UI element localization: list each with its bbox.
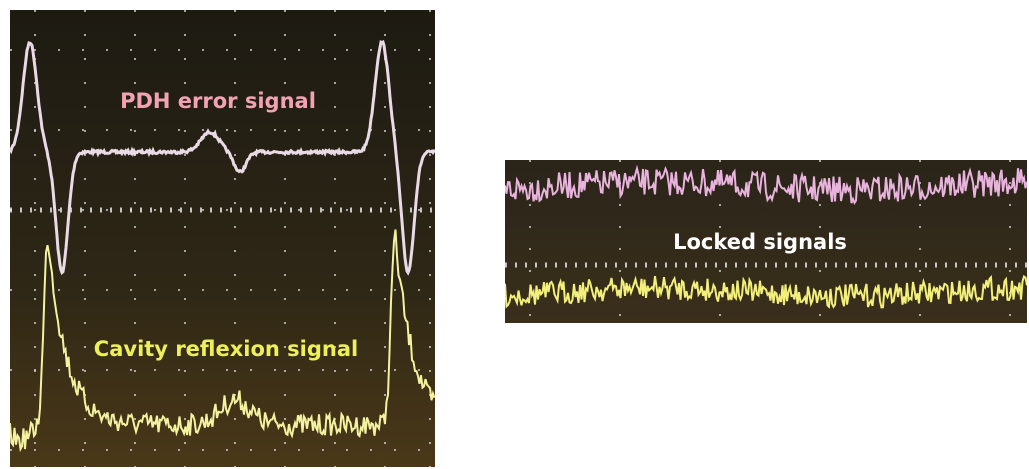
right-traces: [505, 160, 1027, 323]
reflexion-locked-trace: [505, 274, 1027, 309]
pdh-locked-trace: [505, 164, 1027, 205]
pdh-trace: [10, 39, 435, 276]
reflexion-label: Cavity reflexion signal: [94, 337, 358, 361]
reflexion-trace: [10, 229, 435, 453]
scope-screen-left: [10, 10, 435, 467]
pdh-label: PDH error signal: [120, 89, 316, 113]
locked-label: Locked signals: [673, 230, 847, 254]
left-traces: [10, 10, 435, 467]
